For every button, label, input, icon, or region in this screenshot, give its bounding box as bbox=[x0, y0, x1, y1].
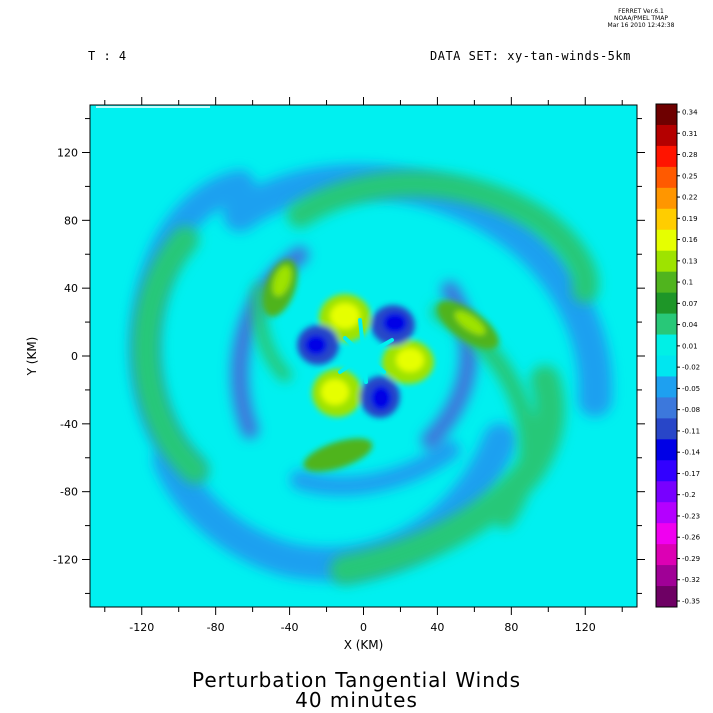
colorbar-frame bbox=[655, 103, 678, 608]
colorbar-label: 0.16 bbox=[682, 236, 698, 244]
colorbar-swatch bbox=[656, 208, 677, 231]
colorbar-swatch bbox=[656, 376, 677, 398]
colorbar-label: 0.22 bbox=[682, 194, 698, 202]
dataset-label: DATA SET: xy-tan-winds-5km bbox=[430, 49, 631, 63]
colorbar-label: -0.17 bbox=[682, 470, 700, 478]
y-tick-label: 40 bbox=[64, 282, 78, 295]
colorbar-swatch bbox=[656, 124, 677, 147]
colorbar-swatch bbox=[656, 565, 677, 587]
y-tick-label: -120 bbox=[53, 554, 78, 567]
colorbar-label: 0.25 bbox=[682, 172, 698, 180]
x-tick-label: -80 bbox=[207, 621, 225, 634]
colorbar-swatch bbox=[656, 544, 677, 566]
x-tick-label: 40 bbox=[430, 621, 444, 634]
y-tick-label: -40 bbox=[60, 418, 78, 431]
x-axis-label: X (KM) bbox=[344, 638, 384, 652]
colorbar-label: -0.14 bbox=[682, 449, 701, 457]
colorbar-label: -0.11 bbox=[682, 427, 700, 435]
ferret-version-block: FERRET Ver.6.1 NOAA/PMEL TMAP Mar 16 201… bbox=[596, 8, 686, 29]
colorbar-label: -0.2 bbox=[682, 491, 696, 499]
axes: -120 -80 -40 0 40 80 120 -120 -80 -40 0 40 80 120 X (K… bbox=[25, 97, 645, 652]
y-tick-label: 80 bbox=[64, 214, 78, 227]
colorbar-swatch bbox=[656, 187, 677, 210]
colorbar-swatch bbox=[656, 481, 677, 503]
y-tick-label: 120 bbox=[57, 146, 78, 159]
colorbar-label: 0.1 bbox=[682, 279, 693, 287]
y-tick-label: -80 bbox=[60, 486, 78, 499]
y-axis-label: Y (KM) bbox=[25, 337, 39, 377]
colorbar-swatch bbox=[656, 104, 677, 126]
colorbar-label: -0.02 bbox=[682, 364, 700, 372]
x-tick-label: 80 bbox=[504, 621, 518, 634]
colorbar-swatch bbox=[656, 334, 677, 356]
colorbar-swatch bbox=[656, 397, 677, 419]
colorbar-swatch bbox=[656, 145, 677, 168]
colorbar-swatch bbox=[656, 586, 677, 608]
plot-subtitle: 40 minutes bbox=[295, 688, 418, 712]
colorbar-swatch bbox=[656, 250, 677, 273]
colorbar-swatch bbox=[656, 229, 677, 252]
version-line: Mar 16 2010 12:42:38 bbox=[607, 22, 675, 29]
version-line: NOAA/PMEL TMAP bbox=[614, 15, 668, 22]
colorbar-swatch bbox=[656, 271, 677, 294]
colorbar-label: 0.34 bbox=[682, 109, 698, 117]
time-label: T : 4 bbox=[88, 49, 127, 63]
colorbar-swatch bbox=[656, 418, 677, 440]
colorbar: 0.34 0.31 0.28 0.25 0.22 0.19 0.16 0.13 0.1 0.07 0… bbox=[655, 103, 701, 608]
colorbar-label: -0.05 bbox=[682, 385, 700, 393]
colorbar-swatch bbox=[656, 313, 677, 336]
plot-title: Perturbation Tangential Winds bbox=[192, 668, 521, 692]
colorbar-label: 0.07 bbox=[682, 300, 698, 308]
colorbar-label: -0.32 bbox=[682, 576, 700, 584]
colorbar-label: 0.13 bbox=[682, 257, 698, 265]
x-tick-label: 120 bbox=[575, 621, 596, 634]
spiral-bands bbox=[129, 164, 613, 585]
colorbar-label: 0.19 bbox=[682, 215, 698, 223]
colorbar-label: -0.29 bbox=[682, 555, 700, 563]
colorbar-label: -0.26 bbox=[682, 534, 701, 542]
x-tick-label: -120 bbox=[129, 621, 154, 634]
colorbar-label: -0.35 bbox=[682, 598, 700, 606]
colorbar-label: 0.01 bbox=[682, 342, 698, 350]
colorbar-swatch bbox=[656, 523, 677, 545]
colorbar-swatch bbox=[656, 355, 677, 377]
x-tick-label: -40 bbox=[281, 621, 299, 634]
colorbar-swatch bbox=[656, 460, 677, 482]
colorbar-label: 0.28 bbox=[682, 151, 698, 159]
colorbar-swatch bbox=[656, 166, 677, 189]
colorbar-label: 0.31 bbox=[682, 130, 698, 138]
colorbar-swatch bbox=[656, 292, 677, 315]
colorbar-swatch bbox=[656, 439, 677, 461]
y-tick-label: 0 bbox=[71, 350, 78, 363]
colorbar-swatch bbox=[656, 502, 677, 524]
x-tick-label: 0 bbox=[360, 621, 367, 634]
colorbar-label: 0.04 bbox=[682, 321, 698, 329]
colorbar-label: -0.08 bbox=[682, 406, 700, 414]
colorbar-label: -0.23 bbox=[682, 512, 700, 520]
version-line: FERRET Ver.6.1 bbox=[618, 8, 664, 15]
